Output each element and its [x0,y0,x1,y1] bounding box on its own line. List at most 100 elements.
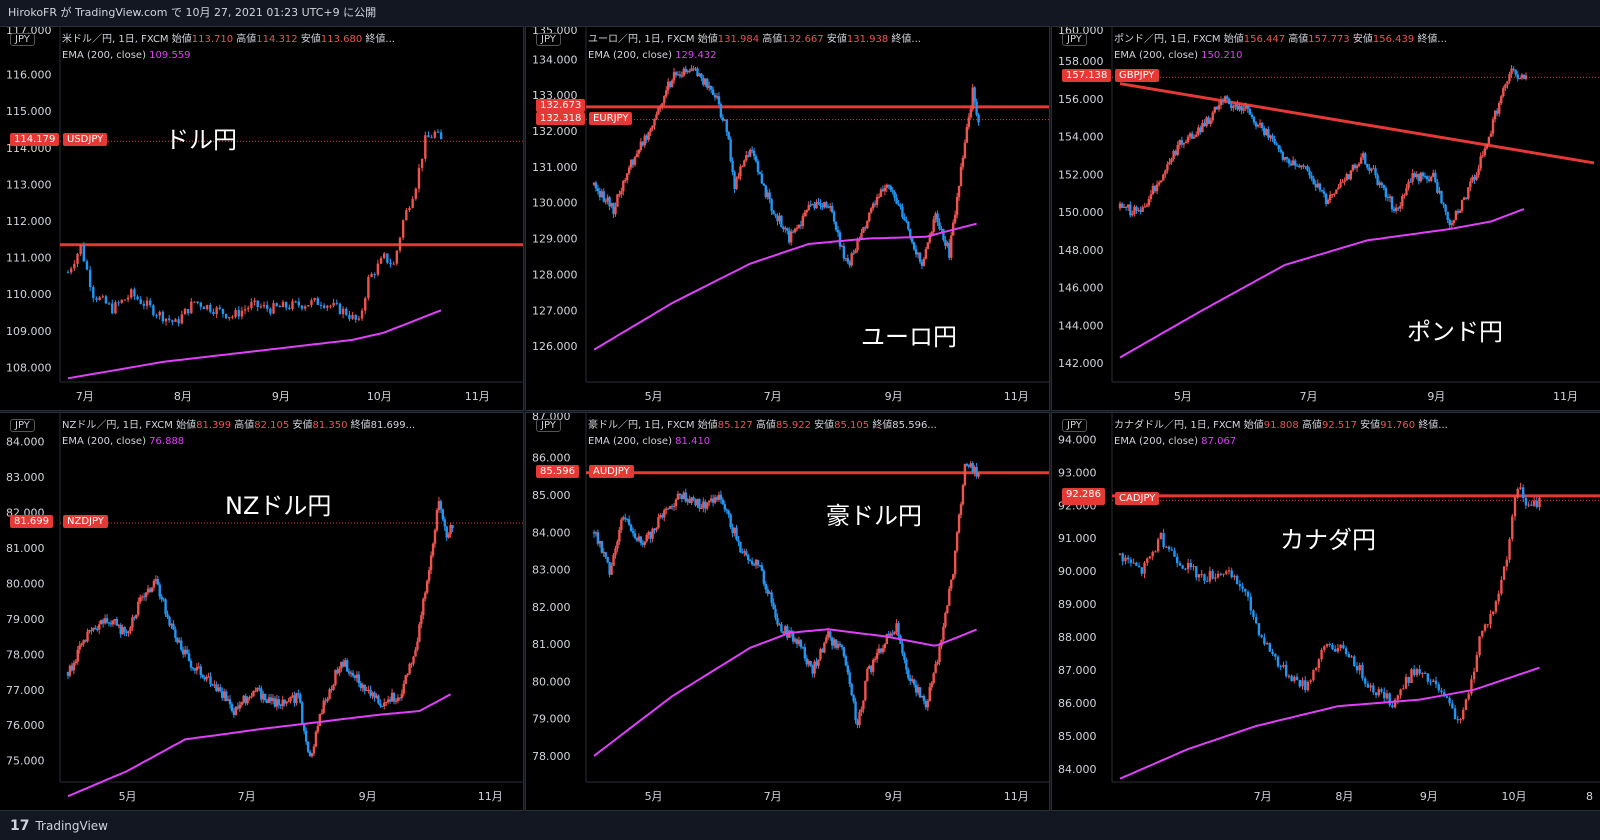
candle [330,689,333,691]
candle [1203,122,1206,127]
open-label: 始値 [171,34,192,45]
candle [1244,105,1247,109]
candle [1361,664,1364,679]
candle [123,299,127,301]
candle [287,701,290,703]
candle [813,661,816,674]
candle [776,215,779,222]
candle [246,697,249,704]
currency-badge[interactable]: JPY [1062,419,1087,432]
candle [215,307,218,315]
currency-badge[interactable]: JPY [536,33,561,46]
candle [938,646,941,662]
candle [1238,584,1242,587]
y-tick-label: 132.000 [532,125,578,138]
chart-panel-usdjpy[interactable]: 108.000 109.000 110.000 111.000 112.000 113.0… [0,26,524,411]
candle [889,633,892,636]
candle [1510,68,1513,74]
y-tick-label: 131.000 [532,161,578,174]
candle [733,172,736,189]
candle [435,510,439,531]
candle [795,227,799,229]
candle [424,135,427,159]
chart-panel-nzdjpy[interactable]: 75.000 76.000 77.000 78.000 79.000 80.000 81.0… [0,412,524,811]
candle [237,309,240,317]
candle [1195,566,1198,578]
candle [850,683,853,696]
currency-badge[interactable]: JPY [1062,33,1087,46]
candle [253,300,256,303]
candle [618,529,621,542]
candle [1368,167,1371,171]
candle [357,318,361,320]
chart-panel-cadjpy[interactable]: 84.000 85.000 86.000 87.000 88.000 89.000 90.0… [1051,412,1600,811]
candle [690,497,693,504]
candle [189,660,193,668]
candle [1494,601,1498,612]
ema-200-line [1119,666,1540,780]
last-price-tag: 85.596 [536,464,579,478]
candle [187,653,191,661]
candle [1323,646,1326,650]
chart-panel-audjpy[interactable]: 78.000 79.000 80.000 81.000 82.000 83.000 84.0… [525,412,1050,811]
candle [1309,680,1312,682]
candle [145,300,149,306]
candle [1269,135,1272,138]
currency-badge[interactable]: JPY [10,419,35,432]
candle [1472,671,1476,680]
candle [842,245,846,259]
candle [408,663,411,674]
candle [848,262,851,266]
candle [1124,206,1128,208]
candle [1228,98,1231,105]
candle [651,528,654,539]
candle [137,601,140,615]
candle [422,598,425,616]
publish-header: HirokoFR が TradingView.com で 10月 27, 202… [8,6,377,19]
candle [1127,204,1130,208]
tradingview-logo-icon: 17 [10,818,30,834]
candle [936,661,939,665]
candle [1122,206,1126,208]
candle [1498,102,1501,114]
currency-badge[interactable]: JPY [10,33,35,46]
candle [1209,120,1212,125]
x-tick-label: 11月 [465,390,490,403]
candle [678,493,682,496]
candle [659,105,662,109]
low-value: 113.680 [320,34,363,45]
candle [244,695,247,704]
candle [965,127,969,143]
candle [281,699,284,706]
candle [1133,206,1136,214]
candle [201,675,204,678]
candle [793,639,797,642]
candle [94,627,97,630]
y-tick-label: 88.000 [1058,631,1097,644]
candle [299,694,302,703]
candle [963,142,967,158]
candle [772,210,775,215]
candle [911,679,914,682]
candle [706,78,709,88]
ema-200-line [1119,208,1525,359]
candle [411,198,414,208]
candle [686,499,689,502]
candle [1347,653,1351,658]
candle [398,237,402,251]
candle [131,617,134,628]
chart-panel-gbpjpy[interactable]: 142.000 144.000 146.000 148.000 150.000 152.0… [1051,26,1600,411]
candle [1190,133,1194,139]
candle [616,541,619,549]
candle [275,303,278,307]
ema-value: 87.067 [1201,436,1237,447]
chart-panel-eurjpy[interactable]: 126.000 127.000 128.000 129.000 130.000 131.0… [525,26,1050,411]
candle [840,245,844,247]
candle [319,304,323,306]
candle [267,697,271,703]
candle [1283,157,1287,160]
candle [881,189,885,192]
candle [641,141,645,146]
currency-badge[interactable]: JPY [536,419,561,432]
y-tick-label: 128.000 [532,268,578,281]
